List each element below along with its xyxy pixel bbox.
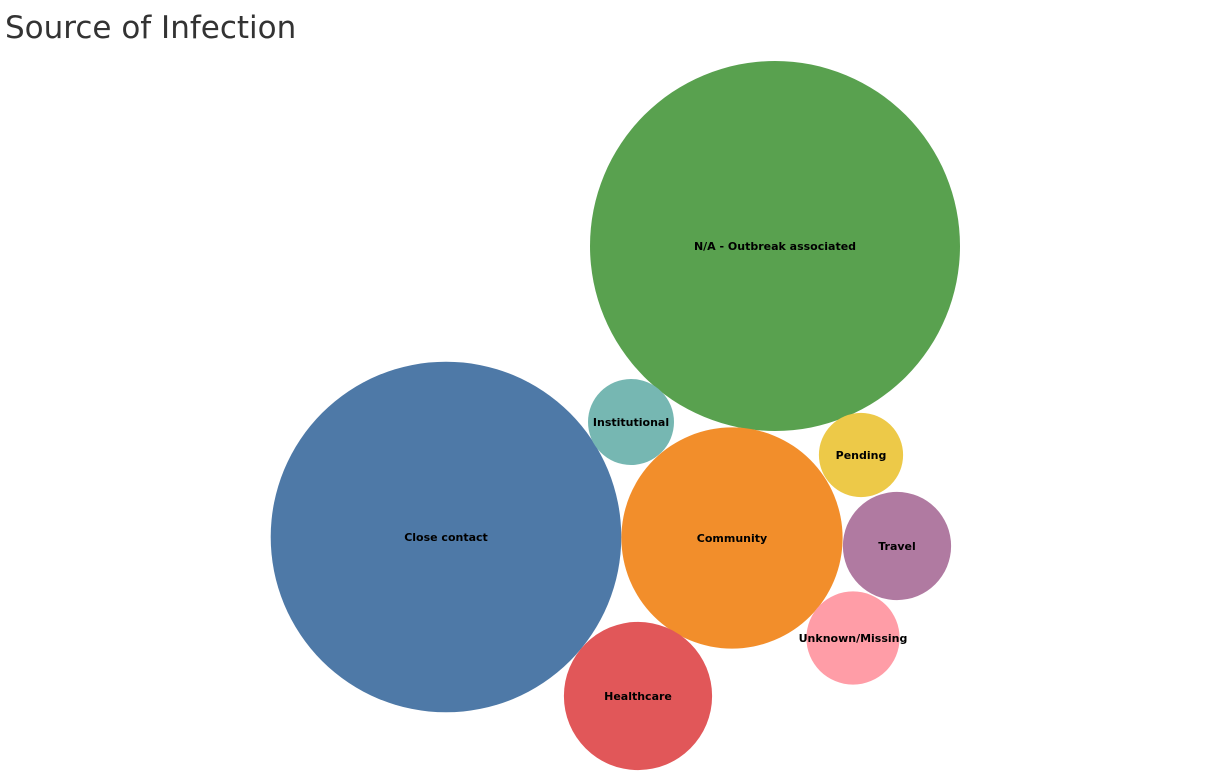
bubble-label-healthcare: Healthcare <box>604 690 672 703</box>
bubble-label-n-a-outbreak-associated: N/A - Outbreak associated <box>694 240 856 253</box>
chart-title: Source of Infection <box>5 10 297 46</box>
bubble-unknown-missing[interactable] <box>806 591 900 685</box>
bubble-label-unknown-missing: Unknown/Missing <box>799 632 908 645</box>
bubble-label-travel: Travel <box>878 540 916 553</box>
bubble-label-community: Community <box>697 532 767 545</box>
bubble-close-contact[interactable] <box>270 361 622 713</box>
bubble-pending[interactable] <box>818 412 904 498</box>
bubble-healthcare[interactable] <box>563 621 713 771</box>
bubble-label-pending: Pending <box>836 449 887 462</box>
bubble-label-institutional: Institutional <box>593 416 669 429</box>
bubble-label-close-contact: Close contact <box>404 531 488 544</box>
bubble-travel[interactable] <box>842 491 952 601</box>
bubble-institutional[interactable] <box>588 379 674 465</box>
bubble-community[interactable] <box>621 427 843 649</box>
bubble-n-a-outbreak-associated[interactable] <box>590 61 960 431</box>
